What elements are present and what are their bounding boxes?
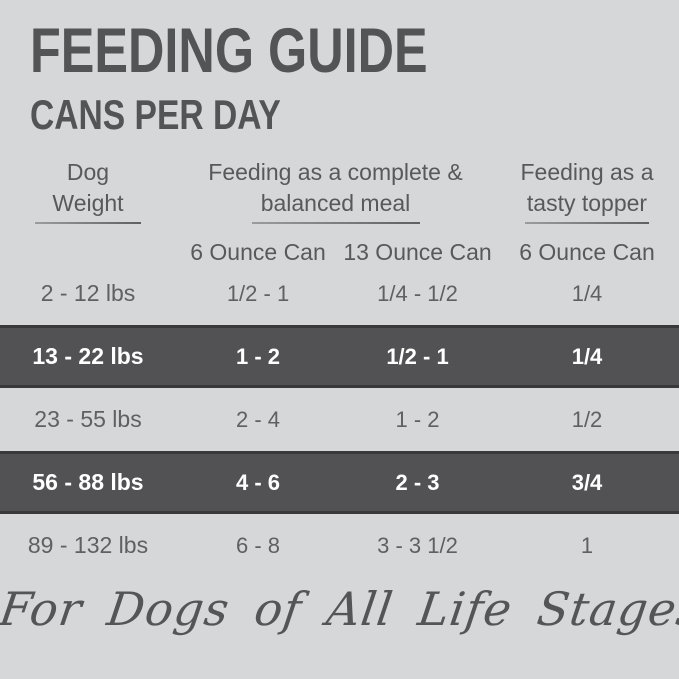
life-stages-tagline: For Dogs of All Life Stages	[0, 582, 679, 636]
column-header-line: tasty topper	[526, 190, 648, 216]
subheader-6oz-can-topper: 6 Ounce Can	[519, 239, 655, 265]
table-row: 89 - 132 lbs 6 - 8 3 - 3 1/2 1	[0, 514, 679, 577]
weight-cell: 56 - 88 lbs	[32, 469, 144, 495]
topper-6oz-cell: 1/4	[571, 280, 603, 306]
table-group-header-row: Dog Weight Feeding as a complete & balan…	[0, 157, 679, 224]
header-underline	[35, 222, 141, 224]
complete-6oz-cell: 2 - 4	[235, 406, 281, 432]
column-header-tasty-topper: Feeding as a tasty topper	[495, 157, 679, 224]
header-underline	[525, 222, 649, 224]
column-header-line: balanced meal	[260, 190, 411, 216]
complete-6oz-cell: 6 - 8	[235, 532, 281, 558]
page-subtitle: CANS PER DAY	[30, 91, 281, 138]
column-header-line: Feeding as a complete &	[208, 159, 463, 185]
column-header-line: Weight	[52, 190, 124, 216]
table-row: 2 - 12 lbs 1/2 - 1 1/4 - 1/2 1/4	[0, 262, 679, 325]
complete-13oz-cell: 1 - 2	[395, 406, 440, 432]
column-header-dog-weight: Dog Weight	[0, 157, 176, 224]
topper-6oz-cell: 3/4	[571, 469, 603, 495]
topper-6oz-cell: 1/2	[571, 406, 603, 432]
column-header-line: Dog	[66, 159, 110, 185]
table-row: 23 - 55 lbs 2 - 4 1 - 2 1/2	[0, 388, 679, 451]
table-body: 2 - 12 lbs 1/2 - 1 1/4 - 1/2 1/4 13 - 22…	[0, 262, 679, 577]
complete-6oz-cell: 1/2 - 1	[226, 280, 290, 306]
column-header-line: Feeding as a	[520, 159, 654, 185]
column-header-complete-meal: Feeding as a complete & balanced meal	[176, 157, 495, 224]
complete-6oz-cell: 4 - 6	[235, 469, 281, 495]
complete-13oz-cell: 3 - 3 1/2	[377, 532, 458, 558]
subheader-6oz-can: 6 Ounce Can	[190, 239, 326, 265]
complete-13oz-cell: 2 - 3	[395, 469, 440, 495]
table-subheader-row: 6 Ounce Can 13 Ounce Can 6 Ounce Can	[0, 237, 679, 267]
complete-6oz-cell: 1 - 2	[235, 343, 281, 369]
weight-cell: 13 - 22 lbs	[32, 343, 144, 369]
complete-13oz-cell: 1/2 - 1	[386, 343, 449, 369]
weight-cell: 89 - 132 lbs	[27, 532, 149, 558]
subheader-13oz-can: 13 Ounce Can	[343, 239, 492, 265]
topper-6oz-cell: 1	[580, 532, 594, 558]
header-underline	[251, 222, 420, 224]
weight-cell: 2 - 12 lbs	[40, 280, 136, 306]
table-row-highlighted: 56 - 88 lbs 4 - 6 2 - 3 3/4	[0, 451, 679, 514]
page-title: FEEDING GUIDE	[30, 16, 428, 86]
topper-6oz-cell: 1/4	[571, 343, 603, 369]
complete-13oz-cell: 1/4 - 1/2	[377, 280, 458, 306]
weight-cell: 23 - 55 lbs	[34, 406, 142, 432]
table-row-highlighted: 13 - 22 lbs 1 - 2 1/2 - 1 1/4	[0, 325, 679, 388]
